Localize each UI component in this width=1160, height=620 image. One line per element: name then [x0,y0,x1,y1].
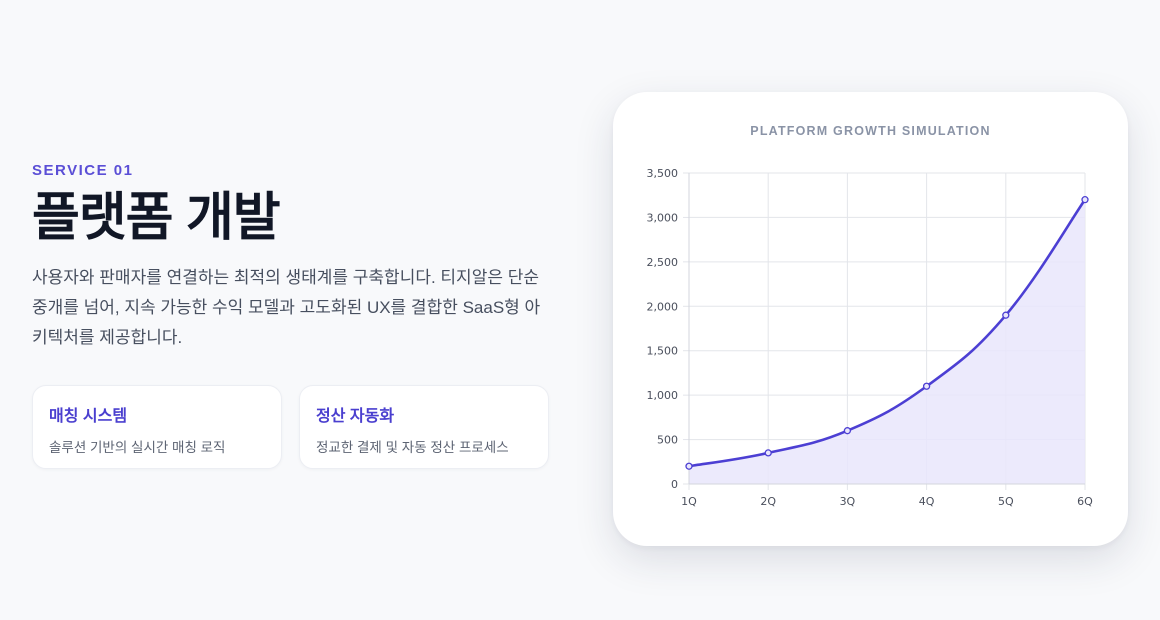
x-tick-label: 3Q [840,495,856,508]
y-tick-label: 2,500 [647,256,679,269]
data-point [922,382,931,390]
series-area [689,199,1085,484]
feature-card-title: 매칭 시스템 [49,407,128,425]
y-tick-label: 3,500 [647,167,679,180]
data-point [843,427,852,435]
x-tick-label: 2Q [760,495,776,508]
service-eyebrow: SERVICE 01 [32,162,134,179]
service-description: 사용자와 판매자를 연결하는 최적의 생태계를 구축합니다. 티지알은 단순 중… [32,267,541,347]
data-point [764,449,772,457]
feature-card-settlement: 정산 자동화 정교한 결제 및 자동 정산 프로세스 [299,384,549,469]
feature-cards: 매칭 시스템 솔루션 기반의 실시간 매칭 로직 정산 자동화 정교한 결제 및… [32,384,572,469]
feature-card-matching: 매칭 시스템 솔루션 기반의 실시간 매칭 로직 [32,384,282,469]
feature-card-description: 솔루션 기반의 실시간 매칭 로직 [49,439,226,455]
y-tick-label: 0 [671,478,678,491]
feature-card-description: 정교한 결제 및 자동 정산 프로세스 [316,439,509,455]
y-tick-label: 500 [657,434,678,447]
data-point [685,462,693,470]
growth-chart: 0 500 1,000 1,500 2,000 2,500 3,000 3,500 1Q 2Q 3Q… [647,167,1094,508]
data-point [1081,196,1089,204]
x-tick-label: 5Q [998,495,1014,508]
y-tick-label: 1,500 [647,345,679,358]
y-tick-label: 2,000 [647,300,679,313]
x-tick-label: 1Q [681,495,697,508]
chart-panel: PLATFORM GROWTH SIMULATION 0 500 1,000 1,50… [613,92,1128,546]
y-tick-label: 3,000 [647,211,679,224]
page-title: 플랫폼 개발 [32,189,281,247]
x-tick-label: 6Q [1077,495,1093,508]
x-tick-label: 4Q [919,495,935,508]
y-tick-label: 1,000 [647,389,679,402]
feature-card-title: 정산 자동화 [316,407,395,425]
chart-title: PLATFORM GROWTH SIMULATION [750,124,991,138]
service-section: SERVICE 01 플랫폼 개발 사용자와 판매자를 연결하는 최적의 생태계… [32,162,572,469]
data-point [1002,311,1010,319]
